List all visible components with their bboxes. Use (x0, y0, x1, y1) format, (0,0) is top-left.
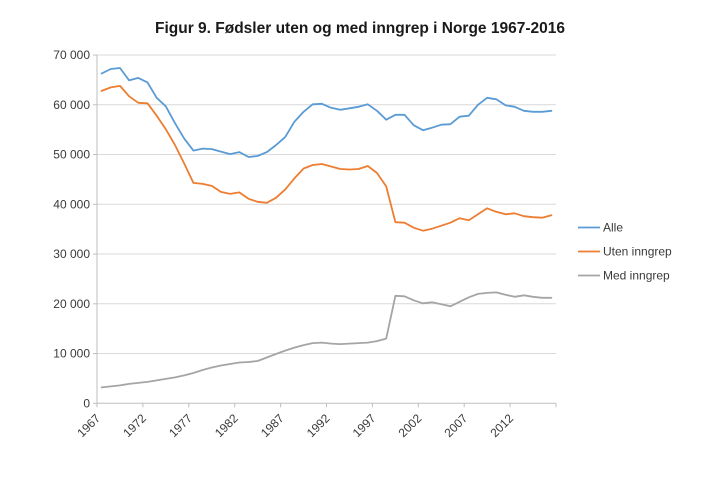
x-tick-label: 2012 (487, 411, 516, 440)
y-tick-label: 60 000 (53, 98, 90, 112)
y-tick-label: 70 000 (53, 48, 90, 62)
x-tick-label: 2007 (442, 411, 471, 440)
y-tick-label: 50 000 (53, 148, 90, 162)
legend-label-med-inngrep: Med inngrep (603, 269, 670, 283)
legend-item: Med inngrep (578, 269, 670, 283)
legend-label-alle: Alle (603, 221, 623, 235)
y-tick-label: 30 000 (53, 247, 90, 261)
y-tick-label: 0 (83, 396, 90, 410)
series-line-uten-inngrep (100, 85, 553, 232)
y-tick-label: 20 000 (53, 297, 90, 311)
legend-item: Alle (578, 221, 623, 235)
x-tick-label: 2002 (396, 411, 425, 440)
x-tick-label: 1997 (350, 411, 379, 440)
series-line-med-inngrep (100, 291, 553, 389)
y-tick-label: 10 000 (53, 347, 90, 361)
series-line-alle (100, 67, 553, 158)
plot-area: 0 10 000 20 000 30 000 40 000 50 000 60 000 70 … (53, 48, 557, 440)
x-tick-label: 1987 (258, 411, 287, 440)
chart-title: Figur 9. Fødsler uten og med inngrep i N… (155, 20, 565, 37)
x-tick-label: 1992 (304, 411, 333, 440)
x-tick-label: 1982 (212, 411, 241, 440)
y-tick-label: 40 000 (53, 197, 90, 211)
legend-label-uten-inngrep: Uten inngrep (603, 245, 672, 259)
x-tick-label: 1977 (166, 411, 195, 440)
x-tick-label: 1967 (74, 411, 103, 440)
legend-item: Uten inngrep (578, 245, 672, 259)
chart-legend: Alle Uten inngrep Med inngrep (578, 221, 672, 283)
x-tick-label: 1972 (120, 411, 149, 440)
